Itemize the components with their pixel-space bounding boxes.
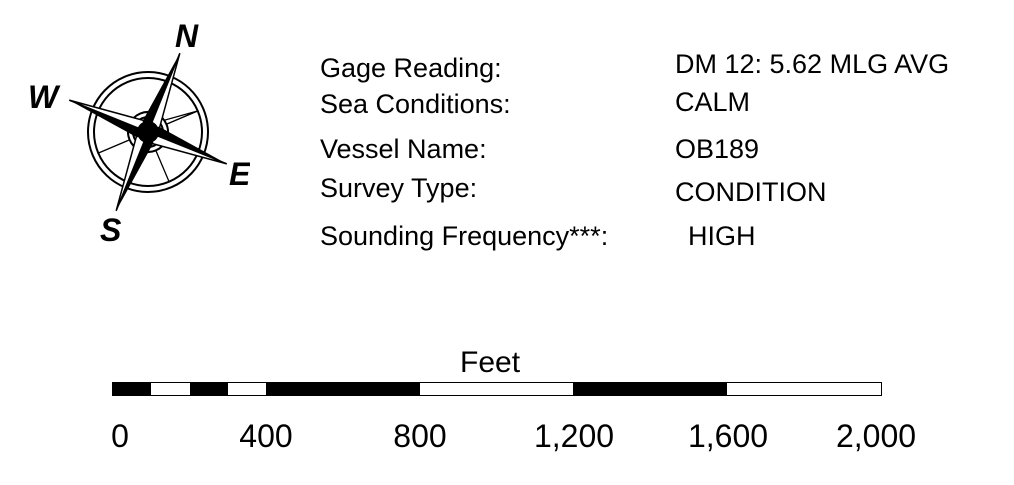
scale-bar-title: Feet bbox=[460, 346, 521, 379]
sea-conditions-label: Sea Conditions: bbox=[320, 89, 511, 119]
scale-bar-tick-label: 800 bbox=[393, 418, 447, 454]
scale-bar-tick-label: 1,200 bbox=[533, 418, 615, 454]
scale-bar-segment bbox=[228, 383, 267, 395]
scale-bar bbox=[112, 382, 882, 396]
compass-rose-icon: N W E S bbox=[28, 18, 250, 245]
sounding-frequency-label: Sounding Frequency***: bbox=[320, 221, 609, 251]
sea-conditions-value: CALM bbox=[675, 87, 751, 117]
gage-reading-label: Gage Reading: bbox=[320, 53, 502, 83]
scale-bar-segment bbox=[419, 383, 574, 395]
scale-bar-tick-label: 2,000 bbox=[835, 418, 917, 454]
scale-bar-tick-label: 0 bbox=[111, 418, 129, 454]
compass-north-label: N bbox=[175, 18, 199, 54]
scale-bar-segment bbox=[189, 383, 229, 395]
scale-bar-segment bbox=[266, 383, 420, 395]
compass-east-label: E bbox=[229, 156, 250, 192]
survey-type-value: CONDITION bbox=[675, 177, 827, 207]
compass-south-label: S bbox=[100, 212, 122, 245]
compass-west-label: W bbox=[28, 79, 61, 115]
scale-bar-segment bbox=[113, 383, 152, 395]
scale-bar-segment bbox=[573, 383, 727, 395]
scale-bar-segment bbox=[726, 383, 880, 395]
gage-reading-value: DM 12: 5.62 MLG AVG bbox=[675, 49, 950, 79]
scale-bar-tick-label: 400 bbox=[239, 418, 293, 454]
survey-type-label: Survey Type: bbox=[320, 173, 478, 203]
sounding-frequency-value: HIGH bbox=[688, 221, 756, 251]
vessel-name-label: Vessel Name: bbox=[320, 134, 487, 164]
vessel-name-value: OB189 bbox=[675, 134, 760, 164]
scale-bar-segment bbox=[151, 383, 190, 395]
scale-bar-tick-label: 1,600 bbox=[687, 418, 769, 454]
